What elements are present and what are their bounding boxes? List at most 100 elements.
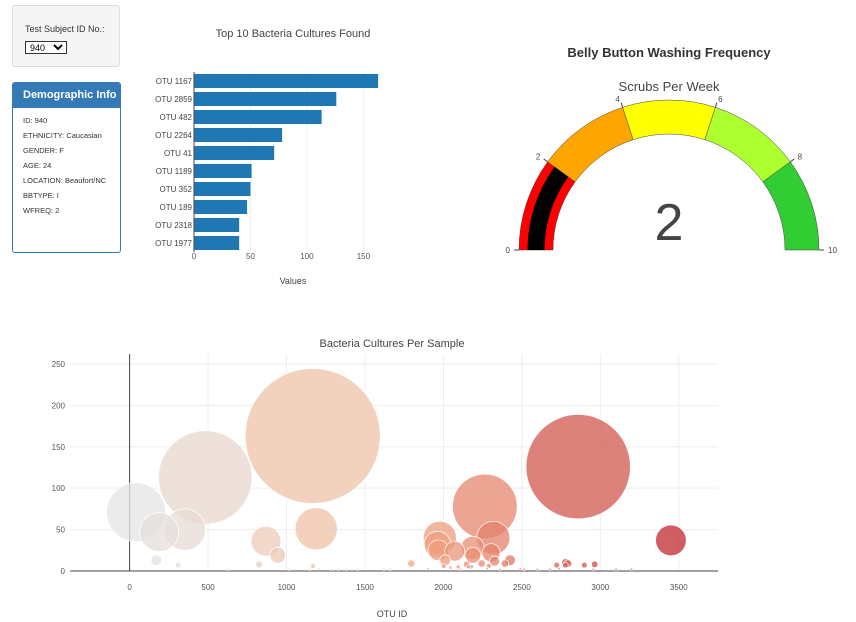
bubble-point xyxy=(614,567,618,571)
gauge-title: Belly Button Washing Frequency xyxy=(567,45,771,60)
bubble-point xyxy=(269,547,286,564)
bubble-point xyxy=(310,563,316,569)
gauge-step-band xyxy=(622,99,716,140)
bar-x-tick-label: 150 xyxy=(357,252,371,261)
bubble-point xyxy=(536,567,540,571)
bubble-chart: Bacteria Cultures Per Sample 0 50 100 150 200… xyxy=(52,338,718,619)
bubble-point xyxy=(498,567,502,571)
bar-category-label: OTU 189 xyxy=(160,203,193,212)
bubble-y-tick-label: 50 xyxy=(56,526,65,535)
gauge-value-label: 2 xyxy=(655,194,684,252)
bubble-x-tick-label: 3500 xyxy=(670,583,688,592)
bubble-point xyxy=(426,566,430,571)
demographic-item: GENDER: F xyxy=(23,146,64,155)
bar-category-label: OTU 1977 xyxy=(155,239,192,248)
bar xyxy=(194,182,251,196)
bar-category-label: OTU 2859 xyxy=(155,95,192,104)
bubble-point xyxy=(591,560,599,569)
gauge-subtitle: Scrubs Per Week xyxy=(619,79,720,94)
bubble-x-axis-label: OTU ID xyxy=(377,609,408,619)
demographic-item: LOCATION: Beaufort/NC xyxy=(23,176,107,185)
gauge-tick xyxy=(790,158,795,163)
bar-x-tick-label: 50 xyxy=(246,252,255,261)
bar xyxy=(194,146,275,160)
bubble-point xyxy=(150,554,163,566)
bubble-point xyxy=(336,567,340,571)
bubble-chart-title: Bacteria Cultures Per Sample xyxy=(320,338,465,350)
gauge-tick-label: 8 xyxy=(798,153,803,162)
bubble-point xyxy=(255,560,263,569)
bar-category-label: OTU 2264 xyxy=(155,131,192,140)
bubble-y-tick-label: 200 xyxy=(52,401,66,410)
bar-category-label: OTU 1189 xyxy=(156,167,193,176)
gauge-step-band xyxy=(762,161,820,251)
bubble-point xyxy=(557,566,561,571)
bubble-point xyxy=(655,524,687,557)
demographic-list: ID: 940 ETHNICITY: Caucasian GENDER: F AGE:… xyxy=(13,108,120,215)
demographic-item: BBTYPE: I xyxy=(23,191,59,200)
demographic-panel: Demographic Info ID: 940 ETHNICITY: Cauca… xyxy=(12,82,121,253)
selector-label: Test Subject ID No.: xyxy=(25,24,105,34)
bubble-point xyxy=(308,567,312,571)
bubble-x-tick-label: 500 xyxy=(201,583,215,592)
bubble-point xyxy=(344,567,348,571)
bar xyxy=(194,218,240,232)
bubble-x-tick-label: 1500 xyxy=(356,583,374,592)
bubble-x-tick-label: 2500 xyxy=(513,583,531,592)
bubble-point xyxy=(630,567,634,571)
bubble-point xyxy=(522,567,526,571)
bar xyxy=(194,74,379,88)
bubble-point xyxy=(581,561,588,569)
subject-id-dropdown[interactable]: 940 xyxy=(25,41,67,54)
demographic-panel-title: Demographic Info xyxy=(13,83,120,108)
bar-category-label: OTU 2318 xyxy=(155,221,192,230)
gauge-value-bar xyxy=(527,166,569,250)
bubble-point xyxy=(591,567,595,571)
bubble-y-tick-label: 100 xyxy=(52,484,66,493)
bubble-point xyxy=(444,540,466,562)
bar-category-label: OTU 482 xyxy=(160,113,193,122)
bubble-point xyxy=(356,567,360,571)
bubble-point xyxy=(294,507,338,551)
bar xyxy=(194,128,283,142)
bubble-x-tick-label: 3000 xyxy=(591,583,609,592)
bubble-point xyxy=(226,567,230,571)
bubble-point xyxy=(464,547,482,564)
bubble-point xyxy=(459,567,463,571)
bar xyxy=(194,164,252,178)
bubble-point xyxy=(553,561,560,569)
bubble-point xyxy=(525,414,631,520)
bubble-point xyxy=(489,555,500,567)
demographic-item: ID: 940 xyxy=(23,116,48,125)
demographic-item: WFREQ: 2 xyxy=(23,206,60,215)
bubble-point xyxy=(175,561,182,569)
bubble-x-tick-label: 0 xyxy=(127,583,132,592)
gauge-tick-label: 4 xyxy=(615,95,620,104)
bubble-point xyxy=(448,565,453,570)
wash-frequency-gauge: Belly Button Washing Frequency Scrubs Per… xyxy=(506,45,838,255)
bar-chart-title: Top 10 Bacteria Cultures Found xyxy=(216,28,371,40)
bubble-point xyxy=(317,566,321,571)
gauge-tick-label: 6 xyxy=(718,95,723,104)
bar-x-tick-label: 100 xyxy=(300,252,314,261)
bubble-point xyxy=(477,559,486,568)
bubble-x-tick-label: 2000 xyxy=(435,583,453,592)
bubble-point xyxy=(158,430,253,525)
top10-bar-chart: Top 10 Bacteria Cultures Found 0 50 100 150 O… xyxy=(155,28,379,286)
bubble-point xyxy=(330,567,334,571)
bar xyxy=(194,200,248,214)
bubble-point xyxy=(407,559,416,568)
bar xyxy=(194,110,322,124)
bubble-point xyxy=(139,512,180,552)
bubble-point xyxy=(244,368,381,504)
bubble-y-tick-label: 0 xyxy=(61,567,66,576)
bubble-point xyxy=(518,566,522,571)
bar-category-label: OTU 1167 xyxy=(156,77,193,86)
bubble-y-tick-label: 150 xyxy=(52,443,66,452)
bar xyxy=(194,236,240,250)
bubble-point xyxy=(500,559,510,568)
bubble-point xyxy=(440,563,447,569)
bubble-point xyxy=(465,564,471,570)
gauge-tick xyxy=(714,102,718,108)
bubble-point xyxy=(382,567,386,571)
